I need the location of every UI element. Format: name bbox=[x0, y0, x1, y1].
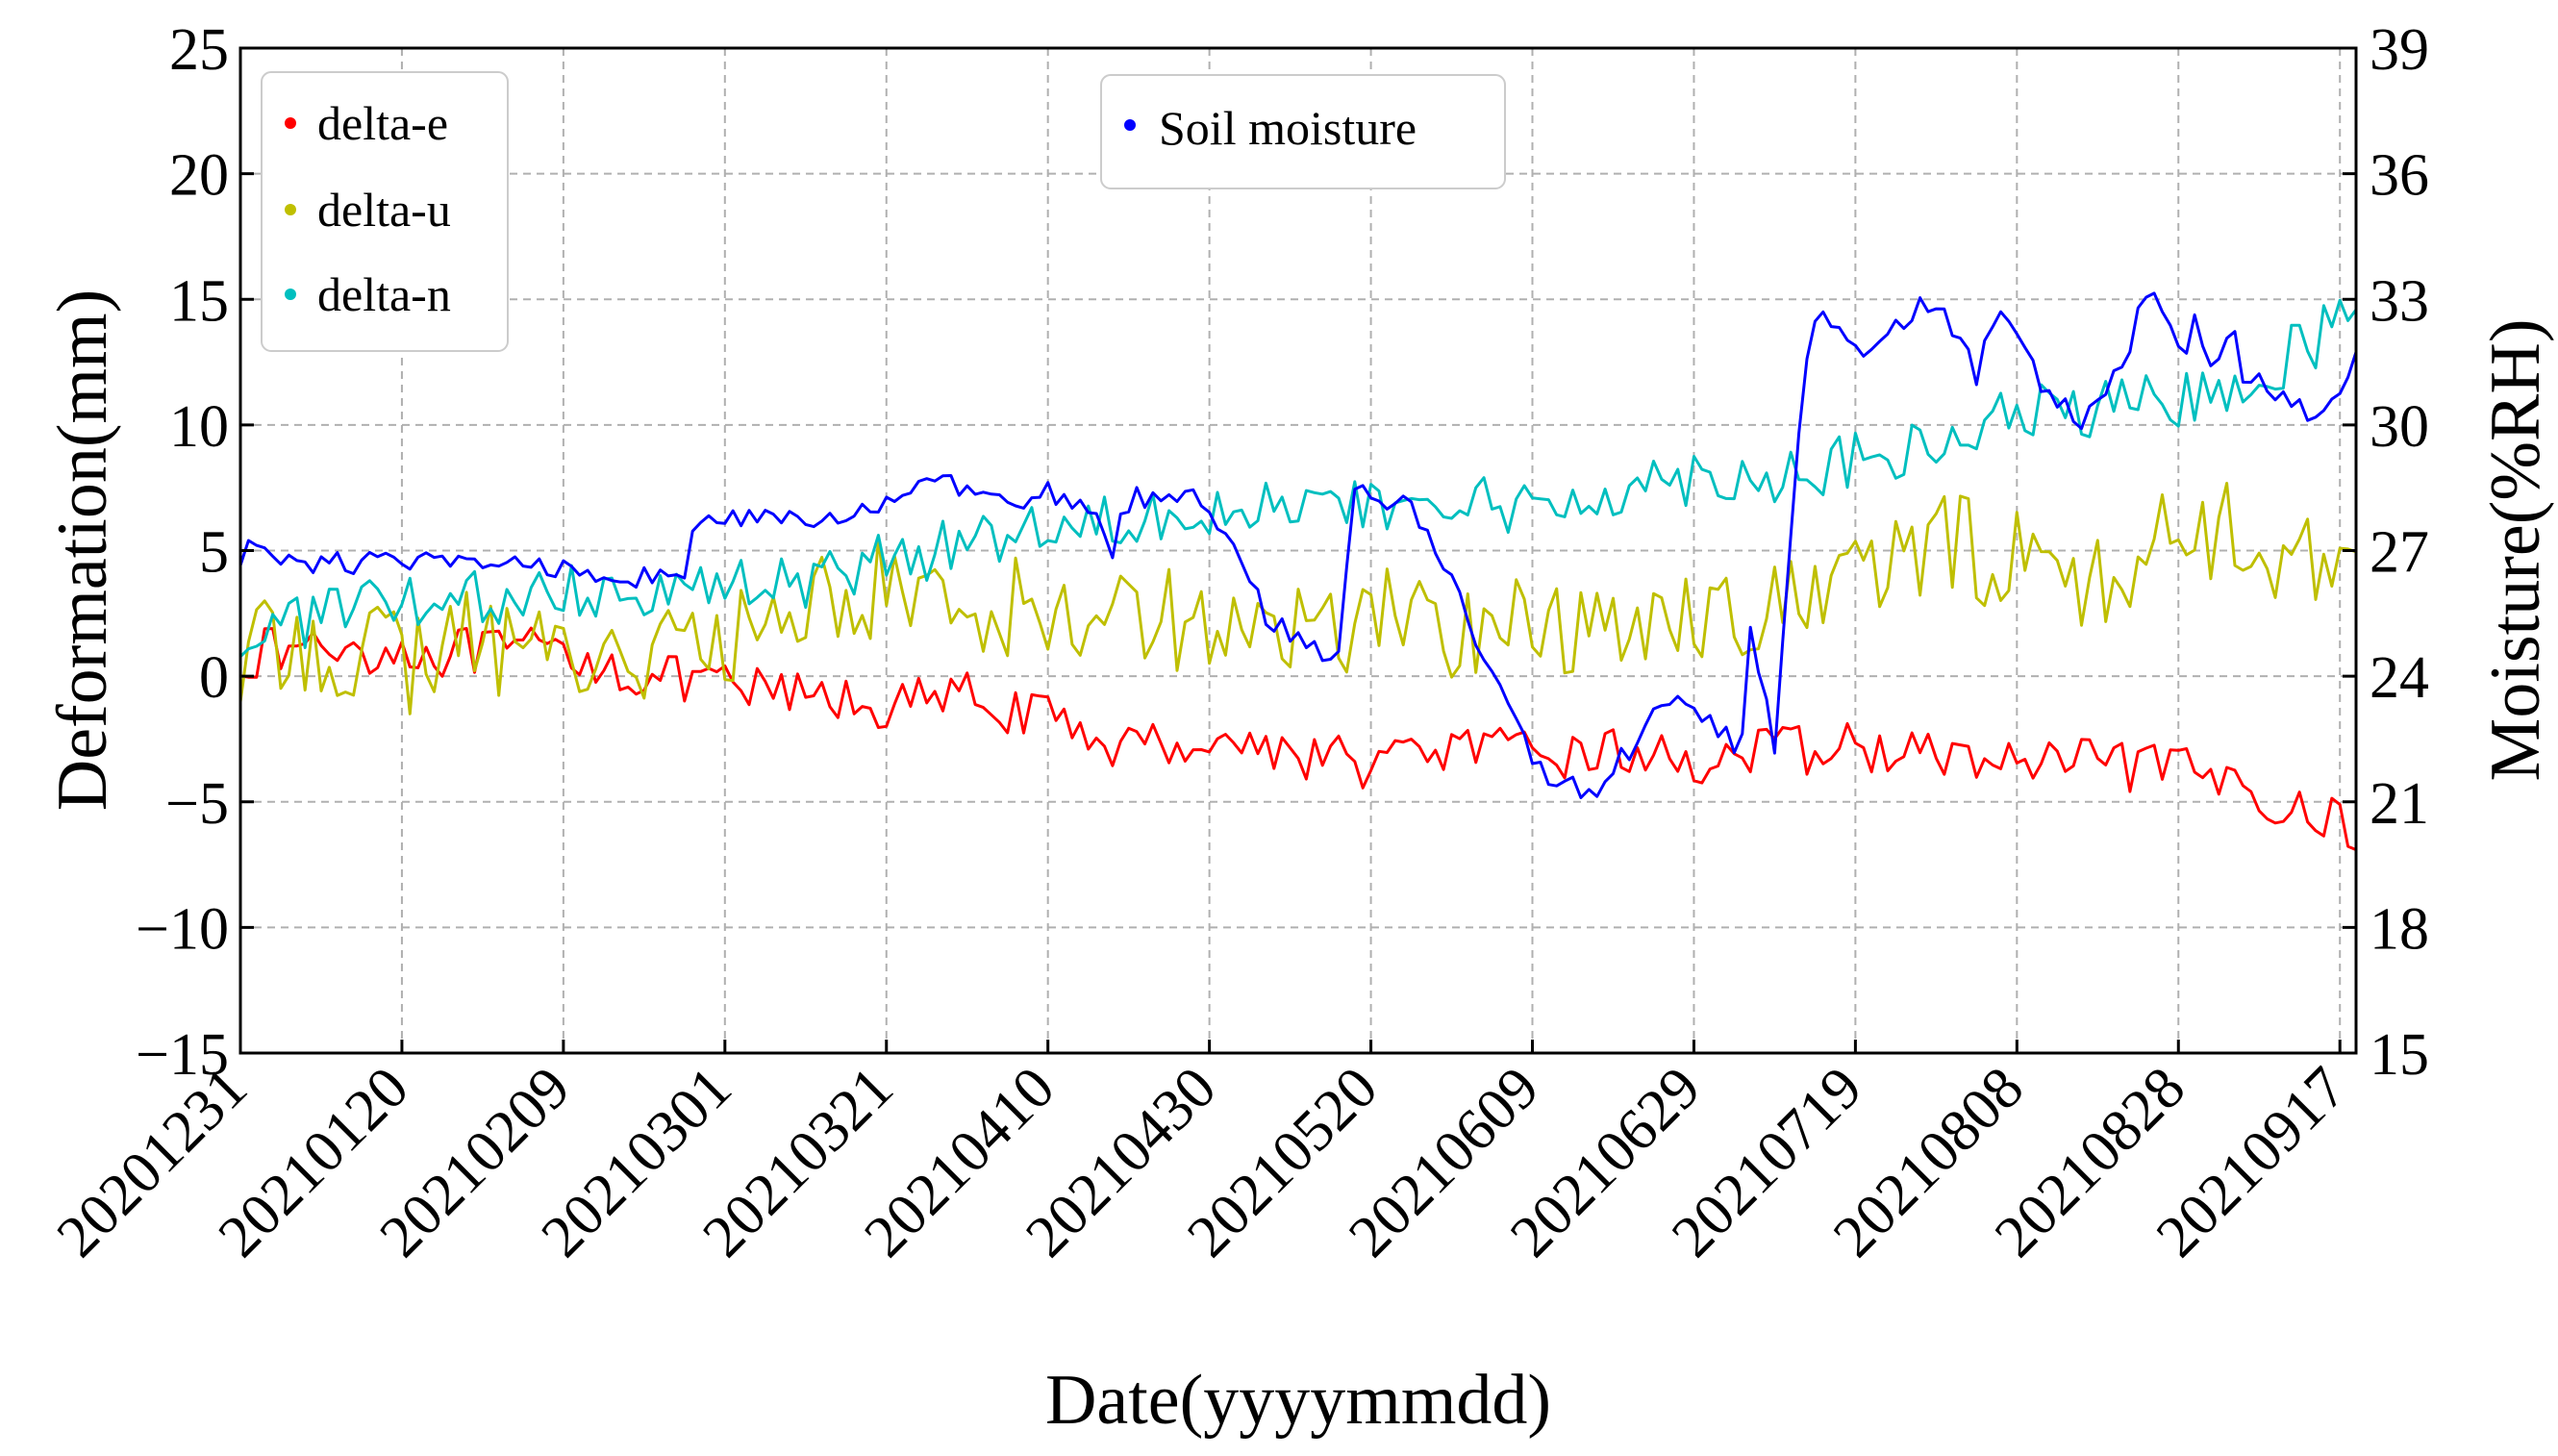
y-tick-label-right: 27 bbox=[2370, 520, 2429, 586]
y-tick-label-right: 36 bbox=[2370, 143, 2429, 209]
legend-label-delta-u: delta-u bbox=[317, 183, 451, 237]
legend-moisture: Soil moisture bbox=[1100, 74, 1506, 189]
legend-marker-delta-e bbox=[285, 117, 296, 129]
y-tick-label-left: 5 bbox=[199, 520, 229, 586]
legend-marker-soil-moisture bbox=[1124, 119, 1136, 131]
legend-label-delta-n: delta-n bbox=[317, 267, 451, 321]
legend-moisture-box bbox=[1100, 74, 1506, 189]
series-line-delta-u bbox=[238, 482, 2357, 715]
y-tick-label-right: 21 bbox=[2370, 771, 2429, 837]
axis-ticks bbox=[238, 46, 2356, 1055]
y-axis-title-left: Deformation(mm) bbox=[43, 289, 122, 812]
y-tick-label-right: 15 bbox=[2370, 1022, 2429, 1088]
y-tick-label-right: 30 bbox=[2370, 394, 2429, 460]
series-layer bbox=[238, 291, 2358, 851]
x-axis-title: Date(yyyymmdd) bbox=[1045, 1361, 1551, 1440]
y-tick-label-left: −15 bbox=[136, 1022, 229, 1088]
series-line-soil-moisture bbox=[238, 291, 2358, 799]
series-line-delta-e bbox=[239, 626, 2357, 851]
y-tick-label-left: −10 bbox=[136, 896, 229, 962]
y-tick-label-right: 33 bbox=[2370, 268, 2429, 334]
legend-deformation: delta-e delta-u delta-n bbox=[261, 71, 509, 352]
legend-label-delta-e: delta-e bbox=[317, 96, 448, 150]
legend-marker-delta-u bbox=[285, 204, 296, 215]
legend-label-soil-moisture: Soil moisture bbox=[1159, 101, 1417, 155]
y-tick-label-left: 25 bbox=[169, 17, 229, 83]
y-axis-title-right: Moisture(%RH) bbox=[2476, 319, 2555, 782]
series-line-delta-n bbox=[238, 298, 2358, 658]
legend-deformation-box bbox=[261, 71, 509, 352]
y-tick-label-right: 39 bbox=[2370, 17, 2429, 83]
y-tick-label-right: 18 bbox=[2370, 896, 2429, 962]
y-tick-label-left: 0 bbox=[199, 645, 229, 711]
y-tick-label-right: 24 bbox=[2370, 645, 2429, 711]
y-tick-label-left: −5 bbox=[165, 771, 229, 837]
y-tick-label-left: 10 bbox=[169, 394, 229, 460]
y-tick-label-left: 20 bbox=[169, 143, 229, 209]
y-tick-label-left: 15 bbox=[169, 268, 229, 334]
grid-lines bbox=[240, 48, 2356, 1053]
legend-marker-delta-n bbox=[285, 289, 296, 300]
